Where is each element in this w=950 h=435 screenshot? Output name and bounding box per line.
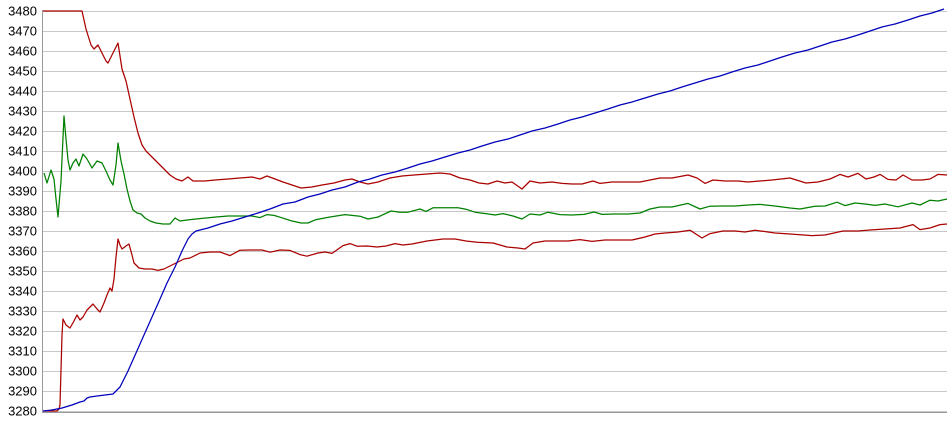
y-tick-label: 3380 xyxy=(8,204,37,219)
y-tick-label: 3430 xyxy=(8,104,37,119)
y-tick-label: 3330 xyxy=(8,304,37,319)
y-tick-label: 3390 xyxy=(8,184,37,199)
y-tick-label: 3310 xyxy=(8,344,37,359)
y-tick-label: 3470 xyxy=(8,24,37,39)
y-tick-label: 3290 xyxy=(8,384,37,399)
y-tick-label: 3350 xyxy=(8,264,37,279)
y-tick-label: 3410 xyxy=(8,144,37,159)
y-tick-label: 3320 xyxy=(8,324,37,339)
series-lower-red-line xyxy=(43,223,948,412)
series-upper-red-line xyxy=(43,10,948,190)
y-tick-label: 3400 xyxy=(8,164,37,179)
y-tick-label: 3440 xyxy=(8,84,37,99)
series-green-line xyxy=(43,115,948,225)
series-blue-line xyxy=(42,8,945,412)
y-tick-label: 3480 xyxy=(8,4,37,19)
y-tick-label: 3280 xyxy=(8,404,37,419)
y-tick-label: 3450 xyxy=(8,64,37,79)
y-tick-label: 3460 xyxy=(8,44,37,59)
y-tick-label: 3420 xyxy=(8,124,37,139)
y-tick-label: 3300 xyxy=(8,364,37,379)
y-tick-label: 3360 xyxy=(8,244,37,259)
y-tick-label: 3340 xyxy=(8,284,37,299)
y-tick-label: 3370 xyxy=(8,224,37,239)
